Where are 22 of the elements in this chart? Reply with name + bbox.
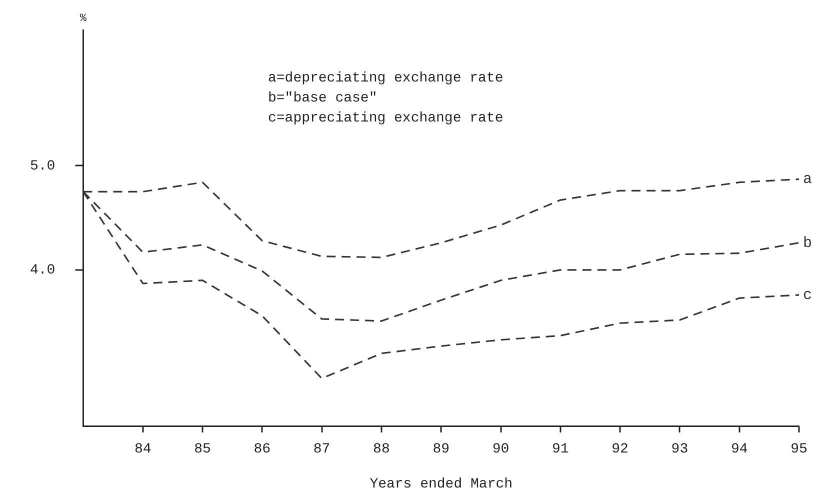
x-tick-label: 89 — [432, 442, 450, 458]
x-tick-label: 95 — [790, 442, 808, 458]
y-axis-title: % — [80, 12, 87, 25]
x-tick-label: 87 — [313, 442, 330, 458]
x-axis-title: Years ended March — [370, 476, 513, 492]
annotation: c=appreciating exchange rate — [268, 110, 504, 127]
x-tick-label: 90 — [492, 442, 510, 458]
y-tick-label: 4.0 — [30, 262, 56, 279]
series-label: a — [803, 171, 812, 188]
y-tick-label: 5.0 — [30, 158, 56, 174]
series-label: b — [803, 234, 812, 252]
x-tick-label: 91 — [552, 442, 569, 458]
x-tick-label: 94 — [730, 442, 748, 458]
x-tick-label: 93 — [671, 442, 688, 458]
x-tick-label: 85 — [194, 442, 211, 458]
x-tick-label: 86 — [254, 442, 271, 458]
annotation: a=depreciating exchange rate — [268, 70, 504, 87]
x-tick-label: 88 — [373, 442, 390, 458]
series-label: c — [803, 286, 812, 304]
x-tick-label: 84 — [134, 442, 152, 458]
x-tick-label: 92 — [612, 442, 628, 458]
annotation: b="base case" — [268, 90, 378, 107]
